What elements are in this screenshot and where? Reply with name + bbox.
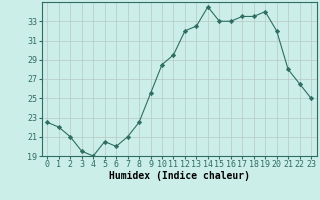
X-axis label: Humidex (Indice chaleur): Humidex (Indice chaleur) [109,171,250,181]
